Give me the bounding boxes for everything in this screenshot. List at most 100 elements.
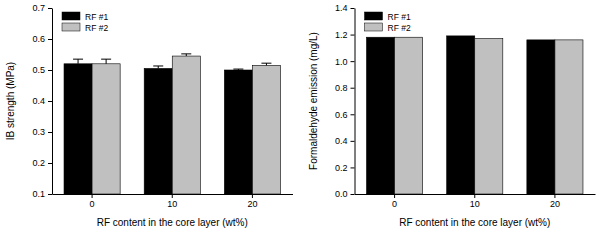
tick: 10: [470, 194, 480, 209]
y-axis-title: IB strength (MPa): [5, 62, 16, 140]
bar: [527, 40, 555, 194]
x-axis-title: RF content in the core layer (wt%): [399, 217, 550, 228]
tick-label: 1.2: [335, 30, 348, 40]
tick-label: 10: [167, 199, 177, 209]
tick-mark: [252, 194, 253, 198]
tick: 0.4: [335, 136, 355, 146]
axis-line: [52, 9, 53, 195]
plot-area: [367, 36, 583, 194]
legend-label: RF #2: [85, 23, 108, 33]
tick-mark: [351, 114, 355, 115]
bar: [252, 65, 280, 194]
tick-label: 1.0: [335, 57, 348, 67]
chart: 0.1 0.2 0.3 0.4 0.5 0.6 0.7 0 10 20 IB strength (M…: [5, 3, 293, 228]
chart: 0.00.20.40.60.81.01.21.401020Formaldehyd…: [308, 3, 596, 228]
tick: 0.0: [335, 189, 355, 199]
tick: 0.6: [32, 34, 52, 44]
error-stem: [106, 59, 107, 64]
tick: 0.2: [32, 158, 52, 168]
tick: 0.1: [32, 189, 52, 199]
error-bar: [181, 54, 191, 56]
legend: RF #1RF #2: [365, 12, 411, 33]
error-stem: [78, 59, 79, 64]
tick-mark: [351, 35, 355, 36]
legend-swatch: [62, 12, 80, 20]
tick: 1.0: [335, 57, 355, 67]
error-cap: [233, 69, 243, 70]
error-cap: [181, 53, 191, 54]
tick-mark: [48, 70, 52, 71]
tick-label: 0.5: [32, 65, 45, 75]
tick-mark: [351, 141, 355, 142]
error-cap: [261, 63, 271, 64]
legend-label: RF #2: [388, 23, 411, 33]
tick-mark: [351, 61, 355, 62]
error-cap: [101, 59, 111, 60]
tick: 10: [167, 194, 177, 209]
axis-line: [355, 9, 356, 195]
tick-label: 20: [550, 199, 560, 209]
tick-label: 20: [247, 199, 257, 209]
tick-label: 0: [90, 199, 95, 209]
tick-label: 0.8: [335, 83, 348, 93]
tick-mark: [351, 88, 355, 89]
error-bar: [73, 59, 83, 64]
legend-label: RF #1: [388, 12, 411, 22]
tick: 20: [247, 194, 257, 209]
tick: 0: [90, 194, 95, 209]
legend: RF #1RF #2: [62, 12, 108, 33]
tick-mark: [48, 101, 52, 102]
legend-swatch: [365, 12, 383, 20]
bar: [475, 39, 503, 194]
tick-mark: [48, 8, 52, 9]
error-bar: [233, 69, 243, 71]
tick: 0: [392, 194, 397, 209]
x-axis: 0 10 20: [53, 194, 294, 209]
tick: 1.2: [335, 30, 355, 40]
bar: [447, 36, 475, 194]
tick-label: 0.4: [335, 136, 348, 146]
bar: [367, 37, 395, 194]
bar: [555, 40, 583, 194]
y-axis: 0.1 0.2 0.3 0.4 0.5 0.6 0.7: [32, 3, 52, 199]
tick-mark: [48, 163, 52, 164]
tick-mark: [474, 194, 475, 198]
tick-mark: [554, 194, 555, 198]
legend-swatch: [365, 23, 383, 31]
bar: [224, 70, 252, 194]
tick-mark: [48, 194, 52, 195]
tick: 0.7: [32, 3, 52, 13]
plot-area: [64, 54, 280, 194]
tick-label: 0.2: [335, 163, 348, 173]
tick-label: 0: [392, 199, 397, 209]
tick-label: 0.6: [335, 110, 348, 120]
tick-mark: [48, 39, 52, 40]
tick-label: 0.0: [335, 189, 348, 199]
tick-label: 0.3: [32, 127, 45, 137]
bar: [144, 68, 172, 194]
tick-mark: [48, 132, 52, 133]
tick: 0.8: [335, 83, 355, 93]
tick: 0.6: [335, 110, 355, 120]
tick-label: 0.2: [32, 158, 45, 168]
tick-mark: [351, 194, 355, 195]
tick: 0.2: [335, 163, 355, 173]
tick-label: 0.1: [32, 189, 45, 199]
tick-mark: [92, 194, 93, 198]
error-cap: [73, 59, 83, 60]
y-axis-title: Formaldehyde emission (mg/L): [308, 32, 319, 170]
y-axis: 0.00.20.40.60.81.01.21.4: [335, 3, 355, 199]
bar: [92, 64, 120, 194]
tick-label: 0.4: [32, 96, 45, 106]
bar: [172, 56, 200, 194]
tick-mark: [351, 167, 355, 168]
x-axis-title: RF content in the core layer (wt%): [97, 217, 248, 228]
tick-label: 0.6: [32, 34, 45, 44]
tick-mark: [351, 8, 355, 9]
legend-swatch: [62, 23, 80, 31]
legend-label: RF #1: [85, 12, 108, 22]
tick: 0.3: [32, 127, 52, 137]
tick: 0.4: [32, 96, 52, 106]
tick: 0.5: [32, 65, 52, 75]
tick-mark: [394, 194, 395, 198]
